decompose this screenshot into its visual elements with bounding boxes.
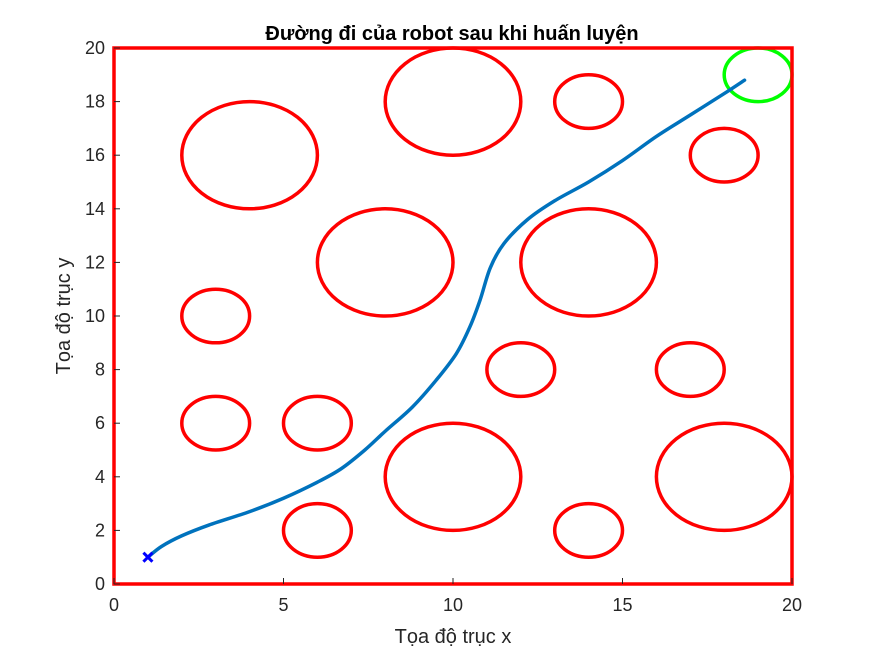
y-tick-label: 16 (85, 145, 105, 165)
obstacle-circle-10 (180, 394, 252, 452)
chart-title: Đường đi của robot sau khi huấn luyện (265, 23, 638, 45)
obstacle-circle-6 (519, 207, 659, 318)
obstacle-circle-14 (281, 501, 354, 559)
obstacle-circle-9 (654, 341, 726, 399)
y-tick-label: 8 (95, 360, 105, 380)
x-axis: 0 5 10 15 20 (109, 578, 802, 615)
y-tick-label: 14 (85, 199, 105, 219)
y-tick-label: 12 (85, 252, 105, 272)
x-tick-label: 5 (278, 595, 288, 615)
plot-frame (112, 46, 794, 586)
obstacle-circle-8 (485, 341, 557, 399)
y-tick-label: 18 (85, 92, 105, 112)
y-axis-label: Tọa độ trục y (53, 258, 75, 375)
x-tick-label: 15 (612, 595, 632, 615)
plot-area (112, 46, 794, 586)
y-tick-label: 6 (95, 413, 105, 433)
obstacle-circle-2 (383, 46, 523, 157)
obstacle-circle-3 (552, 73, 625, 131)
y-tick-label: 2 (95, 520, 105, 540)
y-tick-label: 10 (85, 306, 105, 326)
obstacle-circle-11 (281, 394, 354, 452)
x-tick-label: 10 (443, 595, 463, 615)
obstacle-circle-12 (383, 421, 523, 533)
robot-path-line (146, 78, 747, 559)
obstacle-circle-15 (552, 501, 625, 559)
x-axis-label: Tọa độ trục x (395, 626, 512, 648)
y-axis: 0 2 4 6 8 10 12 14 16 18 20 (85, 38, 120, 594)
obstacle-circle-13 (654, 421, 794, 533)
obstacle-circle-7 (180, 287, 252, 345)
x-tick-label: 20 (782, 595, 802, 615)
y-tick-label: 0 (95, 574, 105, 594)
start-marker (142, 551, 154, 563)
y-tick-label: 20 (85, 38, 105, 58)
obstacle-circle-5 (315, 207, 455, 318)
goal-circle (722, 46, 794, 104)
obstacle-circle-4 (688, 126, 760, 184)
obstacle-circle-1 (180, 99, 320, 211)
y-tick-label: 4 (95, 467, 105, 487)
x-tick-label: 0 (109, 595, 119, 615)
